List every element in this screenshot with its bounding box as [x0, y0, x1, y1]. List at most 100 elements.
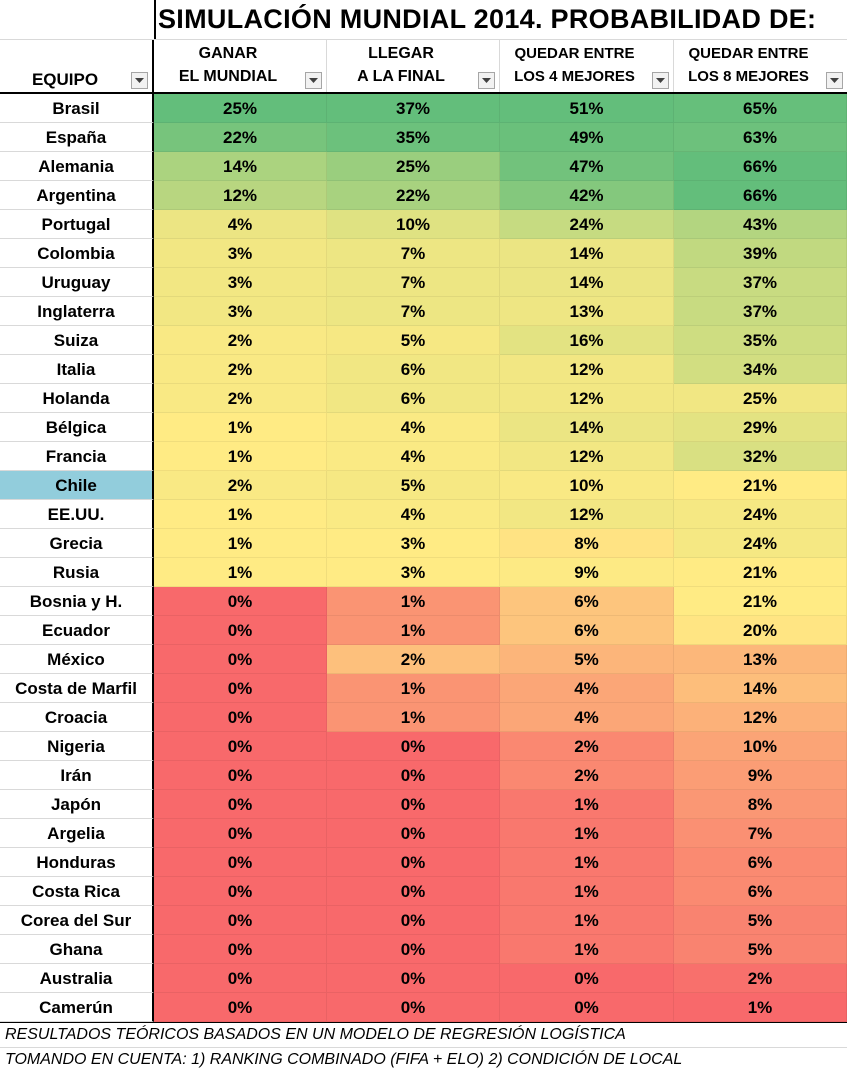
- top8-prob-cell[interactable]: 2%: [674, 964, 847, 993]
- team-name-cell[interactable]: Grecia: [0, 529, 154, 558]
- final-prob-cell[interactable]: 0%: [327, 935, 500, 964]
- team-name-cell[interactable]: Costa Rica: [0, 877, 154, 906]
- win-prob-cell[interactable]: 2%: [154, 384, 327, 413]
- win-prob-cell[interactable]: 0%: [154, 935, 327, 964]
- top8-prob-cell[interactable]: 5%: [674, 906, 847, 935]
- final-prob-cell[interactable]: 6%: [327, 384, 500, 413]
- win-prob-cell[interactable]: 1%: [154, 529, 327, 558]
- top8-prob-cell[interactable]: 9%: [674, 761, 847, 790]
- top8-prob-cell[interactable]: 14%: [674, 674, 847, 703]
- win-prob-cell[interactable]: 4%: [154, 210, 327, 239]
- filter-dropdown-win[interactable]: [305, 72, 322, 89]
- win-prob-cell[interactable]: 0%: [154, 993, 327, 1022]
- top8-prob-cell[interactable]: 6%: [674, 877, 847, 906]
- win-prob-cell[interactable]: 0%: [154, 906, 327, 935]
- team-name-cell[interactable]: Bosnia y H.: [0, 587, 154, 616]
- top4-prob-cell[interactable]: 51%: [500, 94, 674, 123]
- win-prob-cell[interactable]: 2%: [154, 326, 327, 355]
- top8-prob-cell[interactable]: 66%: [674, 181, 847, 210]
- final-prob-cell[interactable]: 4%: [327, 442, 500, 471]
- top8-prob-cell[interactable]: 1%: [674, 993, 847, 1022]
- final-prob-cell[interactable]: 7%: [327, 239, 500, 268]
- top8-prob-cell[interactable]: 65%: [674, 94, 847, 123]
- top8-prob-cell[interactable]: 10%: [674, 732, 847, 761]
- team-name-cell[interactable]: Camerún: [0, 993, 154, 1022]
- top4-prob-cell[interactable]: 8%: [500, 529, 674, 558]
- win-prob-cell[interactable]: 22%: [154, 123, 327, 152]
- final-prob-cell[interactable]: 3%: [327, 558, 500, 587]
- top8-prob-cell[interactable]: 13%: [674, 645, 847, 674]
- top8-prob-cell[interactable]: 32%: [674, 442, 847, 471]
- top4-prob-cell[interactable]: 14%: [500, 268, 674, 297]
- top4-prob-cell[interactable]: 13%: [500, 297, 674, 326]
- top4-prob-cell[interactable]: 14%: [500, 413, 674, 442]
- top4-prob-cell[interactable]: 1%: [500, 877, 674, 906]
- team-name-cell[interactable]: Croacia: [0, 703, 154, 732]
- final-prob-cell[interactable]: 0%: [327, 819, 500, 848]
- top4-prob-cell[interactable]: 12%: [500, 442, 674, 471]
- top4-prob-cell[interactable]: 49%: [500, 123, 674, 152]
- win-prob-cell[interactable]: 0%: [154, 732, 327, 761]
- top8-prob-cell[interactable]: 35%: [674, 326, 847, 355]
- final-prob-cell[interactable]: 5%: [327, 326, 500, 355]
- team-name-cell[interactable]: EE.UU.: [0, 500, 154, 529]
- top8-prob-cell[interactable]: 24%: [674, 500, 847, 529]
- win-prob-cell[interactable]: 1%: [154, 442, 327, 471]
- top8-prob-cell[interactable]: 6%: [674, 848, 847, 877]
- top8-prob-cell[interactable]: 29%: [674, 413, 847, 442]
- win-prob-cell[interactable]: 0%: [154, 964, 327, 993]
- team-name-cell[interactable]: Holanda: [0, 384, 154, 413]
- top4-prob-cell[interactable]: 12%: [500, 355, 674, 384]
- win-prob-cell[interactable]: 1%: [154, 500, 327, 529]
- team-name-cell[interactable]: Bélgica: [0, 413, 154, 442]
- top4-prob-cell[interactable]: 14%: [500, 239, 674, 268]
- top4-prob-cell[interactable]: 4%: [500, 703, 674, 732]
- top4-prob-cell[interactable]: 2%: [500, 732, 674, 761]
- team-name-cell[interactable]: México: [0, 645, 154, 674]
- win-prob-cell[interactable]: 0%: [154, 877, 327, 906]
- top4-prob-cell[interactable]: 5%: [500, 645, 674, 674]
- top4-prob-cell[interactable]: 1%: [500, 848, 674, 877]
- top4-prob-cell[interactable]: 47%: [500, 152, 674, 181]
- final-prob-cell[interactable]: 1%: [327, 587, 500, 616]
- win-prob-cell[interactable]: 12%: [154, 181, 327, 210]
- win-prob-cell[interactable]: 0%: [154, 645, 327, 674]
- top8-prob-cell[interactable]: 34%: [674, 355, 847, 384]
- filter-dropdown-top8[interactable]: [826, 72, 843, 89]
- final-prob-cell[interactable]: 1%: [327, 703, 500, 732]
- top4-prob-cell[interactable]: 12%: [500, 384, 674, 413]
- final-prob-cell[interactable]: 0%: [327, 790, 500, 819]
- win-prob-cell[interactable]: 0%: [154, 587, 327, 616]
- top8-prob-cell[interactable]: 37%: [674, 268, 847, 297]
- top4-prob-cell[interactable]: 9%: [500, 558, 674, 587]
- top4-prob-cell[interactable]: 10%: [500, 471, 674, 500]
- top8-prob-cell[interactable]: 7%: [674, 819, 847, 848]
- top4-prob-cell[interactable]: 12%: [500, 500, 674, 529]
- final-prob-cell[interactable]: 0%: [327, 906, 500, 935]
- final-prob-cell[interactable]: 7%: [327, 268, 500, 297]
- win-prob-cell[interactable]: 0%: [154, 616, 327, 645]
- final-prob-cell[interactable]: 5%: [327, 471, 500, 500]
- team-name-cell[interactable]: Argentina: [0, 181, 154, 210]
- top4-prob-cell[interactable]: 16%: [500, 326, 674, 355]
- final-prob-cell[interactable]: 0%: [327, 732, 500, 761]
- final-prob-cell[interactable]: 2%: [327, 645, 500, 674]
- win-prob-cell[interactable]: 1%: [154, 558, 327, 587]
- team-name-cell[interactable]: España: [0, 123, 154, 152]
- top4-prob-cell[interactable]: 0%: [500, 993, 674, 1022]
- final-prob-cell[interactable]: 1%: [327, 674, 500, 703]
- win-prob-cell[interactable]: 2%: [154, 471, 327, 500]
- win-prob-cell[interactable]: 3%: [154, 239, 327, 268]
- top8-prob-cell[interactable]: 25%: [674, 384, 847, 413]
- top8-prob-cell[interactable]: 39%: [674, 239, 847, 268]
- final-prob-cell[interactable]: 4%: [327, 500, 500, 529]
- top4-prob-cell[interactable]: 2%: [500, 761, 674, 790]
- filter-dropdown-team[interactable]: [131, 72, 148, 89]
- team-name-cell[interactable]: Alemania: [0, 152, 154, 181]
- top8-prob-cell[interactable]: 21%: [674, 587, 847, 616]
- top8-prob-cell[interactable]: 37%: [674, 297, 847, 326]
- team-name-cell[interactable]: Nigeria: [0, 732, 154, 761]
- win-prob-cell[interactable]: 1%: [154, 413, 327, 442]
- top8-prob-cell[interactable]: 21%: [674, 471, 847, 500]
- top8-prob-cell[interactable]: 24%: [674, 529, 847, 558]
